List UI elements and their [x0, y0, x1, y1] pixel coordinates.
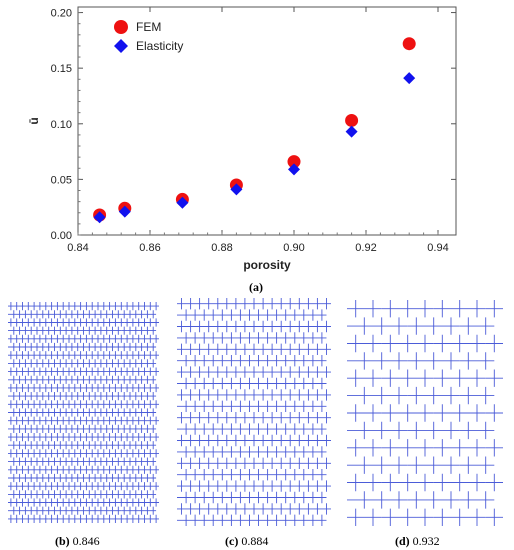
elasticity-point: [403, 72, 416, 85]
legend-fem-label: FEM: [136, 20, 161, 34]
caption-c: (c) 0.884: [225, 534, 268, 549]
legend: FEM Elasticity: [114, 20, 183, 53]
legend-elasticity-label: Elasticity: [136, 39, 183, 53]
x-tick-label: 0.88: [211, 242, 232, 254]
caption-b-value: 0.846: [72, 534, 100, 548]
y-tick-label: 0.15: [51, 63, 72, 75]
elasticity-point: [288, 163, 300, 176]
plot-frame: [77, 6, 457, 236]
scatter-chart: 0.84 0.86 0.88 0.90 0.92 0.94 0.00 0.05 0.10 0.1…: [27, 6, 457, 272]
lattice-struts: [8, 302, 159, 523]
elasticity-point: [230, 183, 243, 196]
caption-d-letter: (d): [395, 534, 410, 548]
caption-c-letter: (c): [225, 534, 239, 548]
elasticity-point: [176, 196, 189, 209]
x-tick-label: 0.90: [283, 242, 304, 254]
lattice-drawing: [347, 300, 503, 526]
x-tick-label: 0.92: [355, 242, 376, 254]
legend-elasticity-marker: [114, 39, 128, 53]
y-tick-label: 0.05: [51, 174, 72, 186]
lattice-drawing: [177, 298, 331, 526]
elasticity-point: [118, 205, 131, 218]
elasticity-point: [93, 211, 106, 224]
lattice-drawing: [8, 302, 159, 523]
caption-a: (a): [249, 280, 263, 295]
x-tick-label: 0.94: [427, 242, 448, 254]
y-tick-label: 0.00: [51, 230, 72, 242]
fem-point: [345, 113, 359, 127]
caption-a-letter: (a): [249, 280, 263, 294]
y-axis-title: ū: [27, 117, 41, 124]
legend-fem-marker: [114, 20, 128, 34]
caption-c-value: 0.884: [241, 534, 269, 548]
lattice-panel-c: [175, 296, 333, 528]
caption-d: (d) 0.932: [395, 534, 440, 549]
y-tick-label: 0.10: [51, 119, 72, 131]
elasticity-point: [345, 125, 358, 138]
lattice-struts: [347, 300, 503, 526]
lattice-struts: [177, 298, 331, 526]
fem-point: [287, 155, 301, 169]
caption-b: (b) 0.846: [55, 534, 100, 549]
y-tick-label: 0.20: [51, 8, 72, 20]
data-points: [93, 37, 416, 224]
x-tick-label: 0.86: [139, 242, 160, 254]
x-axis: 0.84 0.86 0.88 0.90 0.92 0.94: [67, 7, 449, 254]
caption-d-value: 0.932: [412, 534, 440, 548]
lattice-panel-d: [345, 298, 505, 528]
x-axis-title: porosity: [243, 258, 291, 272]
fem-point: [402, 37, 416, 51]
caption-b-letter: (b): [55, 534, 70, 548]
y-axis: 0.00 0.05 0.10 0.15 0.20: [51, 8, 456, 242]
x-tick-label: 0.84: [67, 242, 88, 254]
lattice-panel-b: [6, 300, 161, 525]
